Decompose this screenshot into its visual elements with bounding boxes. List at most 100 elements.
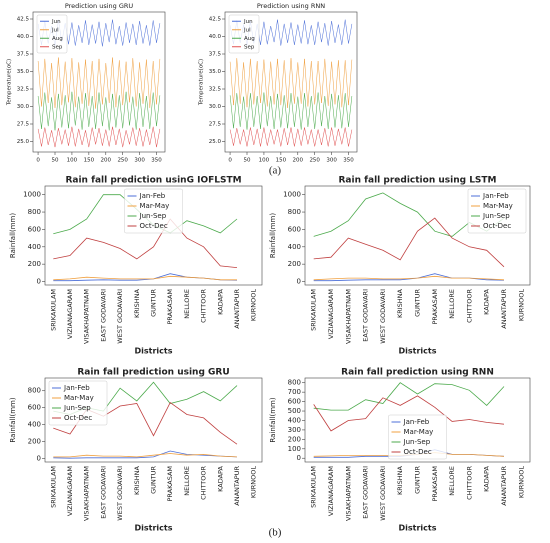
x-tick-label: 350 [151,158,162,164]
series-line [313,217,505,268]
legend-label: Jun-Sep [139,212,167,220]
chart-title: Rain fall prediction usinG IOFLSTM [65,176,241,186]
x-tick-label: ANANTAPUR [233,466,241,506]
y-tick-label: 600 [28,404,41,412]
chart-title: Rain fall prediction using RNN [341,368,494,378]
y-tick-label: 0 [297,454,301,462]
legend-label: Mar-May [140,202,170,210]
legend-label: Jan-Feb [139,192,166,200]
x-tick-label: WEST GODAVARI [116,466,124,521]
chart-title: Prediction using GRU [65,2,134,10]
y-axis-label: Rainfall(mm) [269,397,277,442]
x-tick-label: EAST GODAVARI [99,289,107,342]
y-tick-label: 0 [37,278,41,286]
x-tick-label: VIZIANAGARAM [66,466,74,516]
y-tick-label: 800 [288,208,301,216]
panel-label: (b) [269,527,282,539]
x-tick-label: GUNTUR [150,289,158,317]
x-axis-label: Districts [399,524,437,533]
x-tick-label: GUNTUR [150,466,158,494]
x-tick-label: CHITTOOR [200,289,208,323]
legend-box [388,414,447,460]
legend-label: Oct-Dec [140,222,168,230]
y-tick-label: 37.5 [209,52,222,58]
y-tick-label: 800 [28,387,41,395]
x-tick-label: KADAPA [483,288,491,314]
x-tick-label: VIZIANAGARAM [327,466,335,516]
x-tick-label: VIZIANAGARAM [66,289,74,339]
series-line [37,57,161,109]
series-line [313,395,505,432]
chart-title: Prediction using RNN [257,2,325,10]
x-tick-label: 350 [343,158,354,164]
y-tick-label: 40.0 [209,34,222,40]
x-tick-label: 50 [244,158,251,164]
series-line [313,273,505,282]
y-tick-label: 600 [28,225,41,233]
panel-label: (a) [269,165,282,177]
y-axis-label: Temperature(oC) [7,59,13,106]
x-tick-label: 0 [36,158,40,164]
legend-label: Jan-Feb [63,384,90,392]
x-tick-label: KADAPA [216,465,224,491]
y-tick-label: 1000 [23,191,41,199]
x-tick-label: 300 [134,158,145,164]
legend-label: Sep [244,44,255,50]
legend-label: Oct-Dec [404,448,432,456]
y-tick-label: 42.5 [209,17,222,23]
chart-title: Rain fall prediction using GRU [77,368,229,378]
legend-label: Jun [243,19,253,25]
x-tick-label: CHITTOOR [200,466,208,500]
y-tick-label: 400 [288,416,301,424]
series-line [37,126,161,148]
x-tick-label: SRIKAKULAM [310,466,318,508]
x-tick-label: NELLORE [448,466,456,496]
x-tick-label: WEST GODAVARI [116,289,124,344]
series-line [53,453,238,458]
x-tick-label: NELLORE [183,289,191,319]
x-tick-label: 0 [228,158,232,164]
legend-box [228,14,260,54]
legend-label: Jun-Sep [403,438,431,446]
legend-box [124,188,183,234]
legend-label: Mar-May [404,428,434,436]
y-tick-label: 0 [297,278,301,286]
y-tick-label: 1000 [283,191,301,199]
x-tick-label: KADAPA [216,288,224,314]
legend-box [36,14,68,54]
x-tick-label: KADAPA [483,465,491,491]
x-tick-label: 200 [101,158,112,164]
y-tick-label: 27.5 [209,122,222,128]
legend-label: Jun-Sep [63,404,91,412]
x-tick-label: VISAKHAPATNAM [83,466,91,521]
x-tick-label: 150 [84,158,95,164]
x-tick-label: WEST GODAVARI [379,466,387,521]
x-tick-label: PRAKASAM [431,289,439,325]
y-tick-label: 30.0 [17,104,30,110]
legend-label: Aug [244,36,255,42]
x-tick-label: GUNTUR [414,466,422,494]
legend-label: Jan-Feb [403,418,430,426]
series-line [53,450,238,459]
y-tick-label: 300 [288,426,301,434]
plot-frame [32,11,166,153]
y-axis-label: Rainfall(mm) [9,397,17,442]
y-tick-label: 200 [28,438,41,446]
legend-label: Oct-Dec [64,414,92,422]
x-tick-label: ANANTAPUR [233,289,241,329]
plot-frame [44,377,263,463]
x-tick-label: SRIKAKULAM [49,466,57,508]
x-tick-label: KRISHNA [396,288,404,318]
y-tick-label: 27.5 [17,122,30,128]
x-tick-label: 100 [259,158,270,164]
series-line [53,273,238,282]
legend-box [48,380,108,426]
x-tick-label: SRIKAKULAM [310,289,318,331]
x-tick-label: 50 [52,158,59,164]
y-tick-label: 0 [37,455,41,463]
y-tick-label: 40.0 [17,34,30,40]
legend-label: Jan-Feb [482,192,509,200]
x-tick-label: PRAKASAM [431,466,439,502]
y-tick-label: 800 [28,208,41,216]
chart-title: Rain fall prediction using LSTM [338,176,496,186]
